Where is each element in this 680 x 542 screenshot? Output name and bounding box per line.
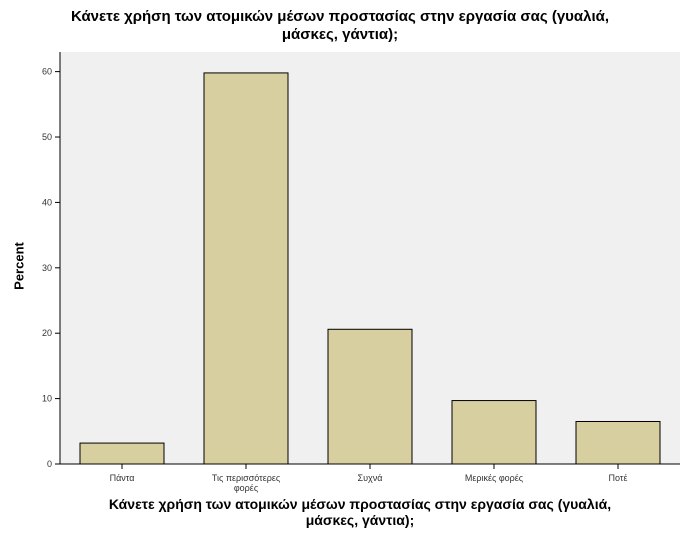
y-tick-label: 40 <box>42 197 52 207</box>
y-tick-label: 60 <box>42 67 52 77</box>
chart-title: Κάνετε χρήση των ατομικών μέσων προστασί… <box>0 8 680 44</box>
chart-title-line-1: Κάνετε χρήση των ατομικών μέσων προστασί… <box>70 8 610 25</box>
x-axis-label-line-1: Κάνετε χρήση των ατομικών μέσων προστασί… <box>108 496 612 512</box>
x-axis-label-line-2: μάσκες, γάντια); <box>305 512 415 528</box>
y-tick-label: 0 <box>47 459 52 469</box>
bar <box>575 420 661 465</box>
y-tick-label: 10 <box>42 394 52 404</box>
y-tick-label: 30 <box>42 263 52 273</box>
bar <box>203 72 289 465</box>
x-tick-label: Τις περισσότερες <box>212 473 281 483</box>
x-tick-label: Ποτέ <box>609 473 628 483</box>
chart-title-line-2: μάσκες, γάντια); <box>281 26 399 43</box>
y-tick-label: 50 <box>42 132 52 142</box>
x-tick-label: Συχνά <box>358 473 383 483</box>
x-tick-label: Μερικές φορές <box>465 473 524 483</box>
bar <box>327 328 413 465</box>
x-tick-label: φορές <box>234 483 259 493</box>
x-tick-label: Πάντα <box>110 473 135 483</box>
bar <box>79 442 165 465</box>
y-tick-label: 20 <box>42 328 52 338</box>
bar <box>451 400 537 465</box>
x-axis-label: Κάνετε χρήση των ατομικών μέσων προστασί… <box>40 496 680 528</box>
